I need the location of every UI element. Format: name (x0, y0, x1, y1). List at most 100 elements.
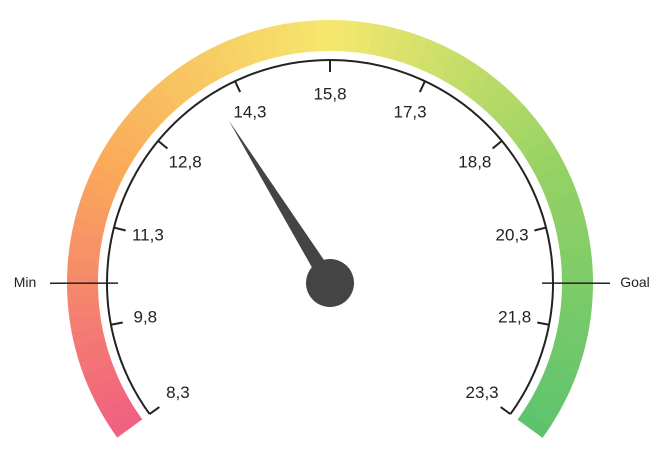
color-band (94, 386, 129, 414)
color-band (559, 301, 593, 319)
tick-mark (537, 321, 550, 326)
color-band (355, 21, 374, 55)
tick-mark (110, 321, 123, 326)
color-band (101, 397, 136, 426)
tick-label: 21,8 (498, 308, 531, 327)
color-band (536, 163, 571, 190)
color-band (192, 51, 221, 86)
color-band (561, 274, 593, 290)
color-band (530, 150, 565, 178)
color-band (67, 300, 101, 319)
color-band (551, 203, 585, 226)
color-band (380, 26, 402, 60)
color-band (555, 326, 589, 347)
color-band (88, 374, 123, 401)
color-band (72, 217, 106, 238)
needle-hub (306, 259, 354, 307)
color-band (342, 20, 360, 53)
color-band (168, 66, 199, 100)
color-band (542, 176, 577, 202)
color-band (472, 75, 503, 108)
color-band (557, 231, 591, 251)
color-band (561, 260, 593, 276)
color-band (157, 75, 189, 108)
color-band (102, 138, 137, 167)
color-band (83, 363, 118, 388)
marker-label: Goal (620, 274, 650, 290)
color-band (71, 326, 105, 347)
color-band (146, 84, 179, 117)
color-band (180, 58, 209, 93)
color-band (559, 245, 593, 264)
tick-label: 9,8 (134, 308, 158, 327)
tick-label: 20,3 (496, 226, 529, 245)
tick-label: 23,3 (466, 383, 499, 402)
color-band (79, 189, 114, 214)
axis-arc (106, 59, 554, 415)
color-band (67, 245, 101, 263)
color-band (110, 126, 144, 156)
color-band (523, 138, 558, 167)
color-band (78, 350, 113, 375)
color-band (89, 163, 124, 190)
color-band (440, 51, 468, 86)
color-band (127, 104, 160, 136)
tick-mark (234, 80, 242, 93)
color-band (244, 29, 268, 64)
color-band (516, 126, 550, 156)
color-band (547, 190, 581, 214)
color-band (542, 363, 577, 388)
color-band (451, 58, 480, 93)
color-band (67, 260, 99, 276)
color-band (551, 338, 586, 361)
tick-mark (149, 406, 160, 415)
color-band (537, 375, 572, 401)
color-band (482, 84, 514, 117)
tick-mark (500, 406, 511, 415)
color-band (67, 288, 99, 304)
color-band (205, 44, 232, 79)
color-band (368, 23, 388, 57)
color-band (524, 397, 559, 426)
tick-label: 18,8 (458, 153, 491, 172)
color-band (547, 351, 582, 375)
tick-label: 15,8 (313, 84, 346, 103)
color-band (491, 94, 524, 126)
color-band (272, 23, 293, 57)
color-band (69, 313, 103, 333)
color-band (330, 20, 345, 52)
tick-mark (491, 140, 503, 150)
color-band (417, 39, 443, 74)
tick-label: 17,3 (393, 102, 426, 121)
color-band (286, 21, 305, 55)
color-band (75, 203, 109, 226)
color-band (108, 408, 143, 438)
color-band (531, 386, 566, 414)
tick-label: 12,8 (169, 153, 202, 172)
color-band (231, 34, 256, 68)
color-band (405, 34, 430, 69)
marker-label: Min (14, 274, 37, 290)
color-band (218, 39, 244, 74)
tick-label: 8,3 (166, 383, 190, 402)
color-band (258, 26, 280, 60)
color-band (557, 313, 591, 333)
needle (228, 120, 337, 288)
tick-mark (113, 226, 126, 232)
color-band (95, 150, 130, 178)
color-band (67, 274, 99, 290)
color-band (118, 115, 152, 146)
tick-mark (418, 80, 426, 93)
color-band (508, 115, 542, 146)
tick-label: 14,3 (233, 102, 266, 121)
tick-mark (534, 226, 547, 232)
color-band (554, 217, 589, 238)
color-band (561, 288, 593, 304)
color-band (315, 20, 331, 52)
color-band (500, 104, 533, 136)
color-band (83, 176, 118, 201)
color-band (301, 20, 318, 53)
color-band (69, 231, 103, 251)
tick-mark (157, 140, 169, 150)
